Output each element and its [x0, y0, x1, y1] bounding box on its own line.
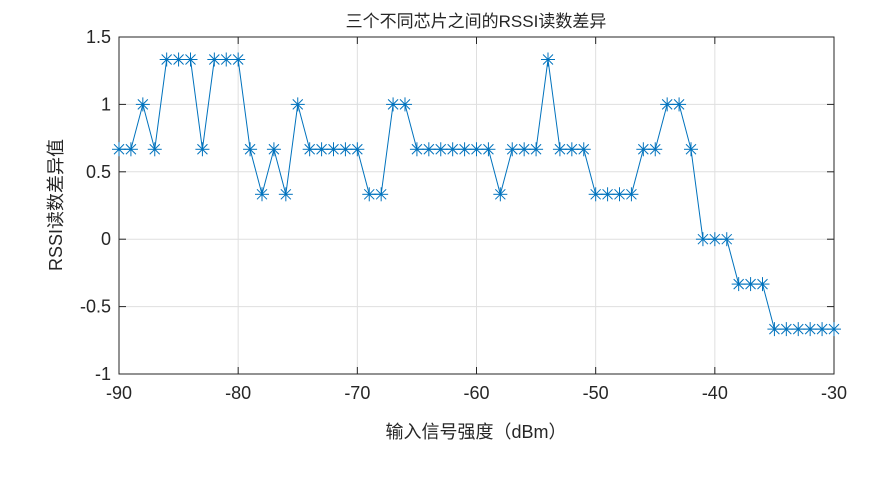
data-point-asterisk	[529, 142, 544, 157]
data-point-asterisk	[433, 142, 448, 157]
data-point-asterisk	[779, 322, 794, 337]
data-point-asterisk	[362, 187, 377, 202]
data-point-asterisk	[791, 322, 806, 337]
data-point-asterisk	[469, 142, 484, 157]
data-point-asterisk	[147, 142, 162, 157]
data-point-asterisk	[386, 97, 401, 112]
data-point-asterisk	[564, 142, 579, 157]
data-point-asterisk	[159, 52, 174, 67]
data-point-asterisk	[183, 52, 198, 67]
ticks: -90 -80 -70 -60 -50 -40 -30 -1 -0.5 0 0.5 1 1.5	[80, 27, 847, 403]
data-point-asterisk	[374, 187, 389, 202]
data-point-asterisk	[302, 142, 317, 157]
x-tick-label: -40	[702, 383, 728, 403]
chart-title: 三个不同芯片之间的RSSI读数差异	[346, 12, 607, 31]
x-tick-label: -70	[344, 383, 370, 403]
y-tick-label: -1	[95, 364, 111, 384]
data-point-asterisk	[338, 142, 353, 157]
data-point-asterisk	[219, 52, 234, 67]
series	[112, 52, 841, 337]
data-point-asterisk	[695, 232, 710, 247]
data-point-asterisk	[815, 322, 830, 337]
x-tick-label: -80	[225, 383, 251, 403]
data-point-asterisk	[636, 142, 651, 157]
data-point-asterisk	[278, 187, 293, 202]
data-point-asterisk	[290, 97, 305, 112]
y-axis-label: RSSI读数差异值	[46, 139, 66, 271]
y-tick-label: 0	[101, 229, 111, 249]
data-point-asterisk	[517, 142, 532, 157]
data-point-asterisk	[243, 142, 258, 157]
x-tick-label: -90	[106, 383, 132, 403]
y-tick-label: 0.5	[86, 162, 111, 182]
data-point-asterisk	[350, 142, 365, 157]
data-point-asterisk	[505, 142, 520, 157]
data-point-asterisk	[576, 142, 591, 157]
data-point-asterisk	[803, 322, 818, 337]
y-tick-label: 1.5	[86, 27, 111, 47]
data-point-asterisk	[707, 232, 722, 247]
data-point-asterisk	[588, 187, 603, 202]
data-point-asterisk	[195, 142, 210, 157]
data-point-asterisk	[255, 187, 269, 202]
data-point-asterisk	[445, 142, 460, 157]
data-point-asterisk	[457, 142, 472, 157]
data-point-asterisk	[684, 142, 698, 157]
data-point-asterisk	[719, 232, 734, 247]
y-tick-label: 1	[101, 94, 111, 114]
data-point-asterisk	[624, 187, 639, 202]
data-point-asterisk	[421, 142, 436, 157]
data-point-asterisk	[612, 187, 627, 202]
x-axis-label: 输入信号强度（dBm）	[385, 422, 566, 442]
data-point-asterisk	[231, 52, 246, 67]
data-point-asterisk	[481, 142, 496, 157]
data-point-asterisk	[827, 322, 841, 337]
data-point-asterisk	[541, 52, 555, 67]
data-point-asterisk	[112, 142, 126, 157]
data-point-asterisk	[123, 142, 138, 157]
data-point-asterisk	[552, 142, 567, 157]
data-point-asterisk	[398, 97, 412, 112]
data-point-asterisk	[326, 142, 341, 157]
data-point-asterisk	[672, 97, 687, 112]
data-point-asterisk	[743, 277, 758, 292]
y-tick-label: -0.5	[80, 297, 111, 317]
data-point-asterisk	[648, 142, 663, 157]
data-point-asterisk	[600, 187, 615, 202]
data-point-asterisk	[660, 97, 675, 112]
data-point-asterisk	[171, 52, 186, 67]
data-point-asterisk	[266, 142, 281, 157]
grid	[118, 36, 835, 375]
data-point-asterisk	[493, 187, 508, 202]
x-tick-label: -30	[821, 383, 847, 403]
data-point-asterisk	[755, 277, 770, 292]
x-tick-label: -50	[583, 383, 609, 403]
data-point-asterisk	[409, 142, 424, 157]
data-point-asterisk	[135, 97, 150, 112]
x-tick-label: -60	[463, 383, 489, 403]
data-point-asterisk	[314, 142, 329, 157]
data-point-asterisk	[207, 52, 222, 67]
data-point-asterisk	[767, 322, 782, 337]
data-point-asterisk	[731, 277, 746, 292]
